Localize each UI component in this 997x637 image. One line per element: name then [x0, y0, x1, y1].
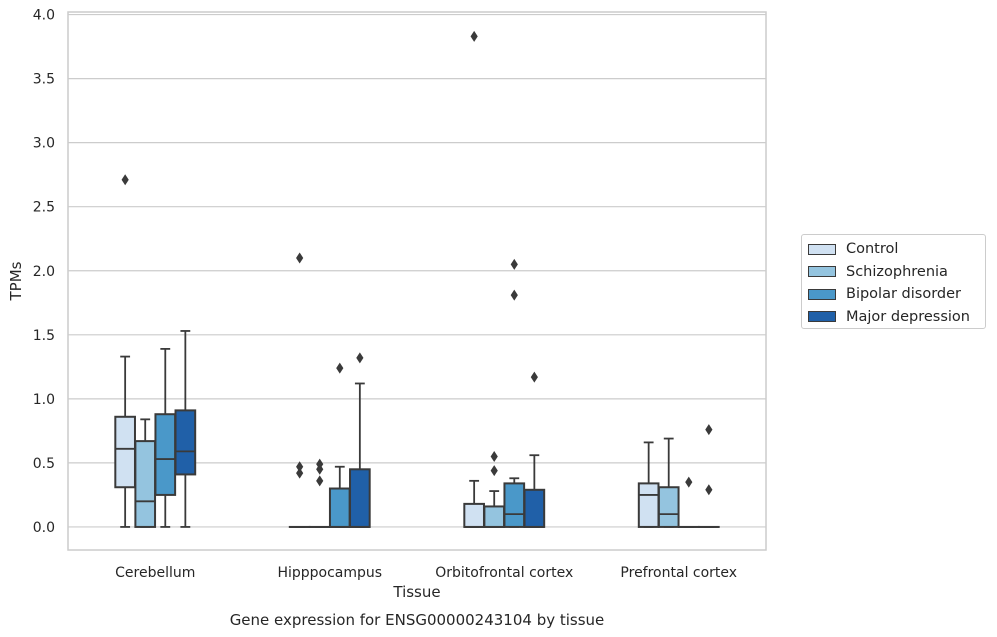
legend-label: Major depression: [846, 308, 970, 325]
box-major-depression: [349, 382, 371, 528]
x-tick-label: Prefrontal cortex: [620, 565, 737, 581]
outlier-point: [296, 467, 304, 479]
y-tick-label: 2.5: [33, 200, 55, 216]
outlier-point: [530, 371, 538, 383]
box-control: [463, 479, 485, 528]
y-tick-labels: 0.0 0.5 1.0 1.5 2.0 2.5 3.0 3.5 4.0: [33, 8, 55, 536]
y-axis-label: TPMs: [7, 261, 25, 301]
box-control: [114, 355, 136, 528]
box-bipolar-disorder: [503, 477, 526, 528]
box-schizophrenia: [134, 418, 157, 528]
legend-label: Control: [846, 241, 899, 258]
y-tick-label: 1.0: [33, 392, 55, 408]
y-tick-label: 0.0: [33, 520, 55, 536]
legend-label: Schizophrenia: [846, 263, 948, 280]
y-tick-label: 0.5: [33, 456, 55, 472]
box-rect: [657, 486, 680, 528]
x-tick-label: Orbitofrontal cortex: [435, 565, 573, 581]
legend-item: Bipolar disorder: [802, 283, 985, 306]
box-rect: [349, 468, 371, 528]
box-schizophrenia: [483, 490, 506, 528]
outlier-point: [336, 362, 344, 374]
y-tick-label: 1.5: [33, 328, 55, 344]
outlier-point: [490, 450, 498, 462]
outlier-point: [705, 424, 713, 436]
outlier-point: [296, 252, 304, 264]
legend-swatch: [808, 266, 836, 278]
outlier-point: [470, 30, 478, 42]
box-bipolar-disorder: [328, 465, 351, 528]
outlier-point: [121, 174, 129, 186]
outliers: [121, 30, 713, 496]
box-rect: [483, 505, 506, 528]
box-rect: [523, 488, 546, 528]
box-control: [637, 441, 660, 528]
box-rect: [503, 482, 526, 528]
x-tick-label: Hipppocampus: [277, 565, 382, 581]
outlier-point: [510, 258, 518, 270]
outlier-point: [490, 465, 498, 477]
box-rect: [463, 502, 485, 528]
box-rect: [114, 415, 136, 489]
box-rect: [328, 487, 351, 528]
outlier-point: [356, 352, 364, 364]
outlier-point: [316, 475, 324, 487]
y-tick-label: 3.5: [33, 72, 55, 88]
legend-item: Schizophrenia: [802, 261, 985, 284]
legend-item: Control: [802, 238, 985, 261]
box-rect: [637, 482, 660, 528]
y-tick-label: 4.0: [33, 8, 55, 24]
legend-item: Major depression: [802, 306, 985, 329]
plot-frame: [67, 11, 767, 551]
boxes: [114, 330, 720, 528]
y-tick-label: 2.0: [33, 264, 55, 280]
outlier-point: [705, 484, 713, 496]
box-schizophrenia: [657, 437, 680, 528]
legend: Control Schizophrenia Bipolar disorder Majo…: [801, 234, 986, 329]
outlier-point: [296, 461, 304, 473]
x-axis-label: Tissue: [392, 583, 440, 601]
outlier-point: [685, 476, 693, 488]
box-major-depression: [174, 330, 197, 528]
legend-swatch: [808, 311, 836, 323]
box-rect: [174, 409, 197, 476]
x-tick-labels: Cerebellum Hipppocampus Orbitofrontal cort…: [115, 565, 737, 581]
box-bipolar-disorder: [154, 347, 177, 528]
box-rect: [134, 440, 157, 528]
box-rect: [154, 413, 177, 496]
box-major-depression: [523, 454, 546, 528]
legend-swatch: [808, 288, 836, 300]
outlier-point: [316, 458, 324, 470]
outlier-point: [510, 289, 518, 301]
y-tick-label: 3.0: [33, 136, 55, 152]
legend-label: Bipolar disorder: [846, 286, 961, 303]
chart-title: Gene expression for ENSG00000243104 by t…: [230, 611, 605, 629]
legend-swatch: [808, 243, 836, 255]
x-tick-label: Cerebellum: [115, 565, 195, 581]
